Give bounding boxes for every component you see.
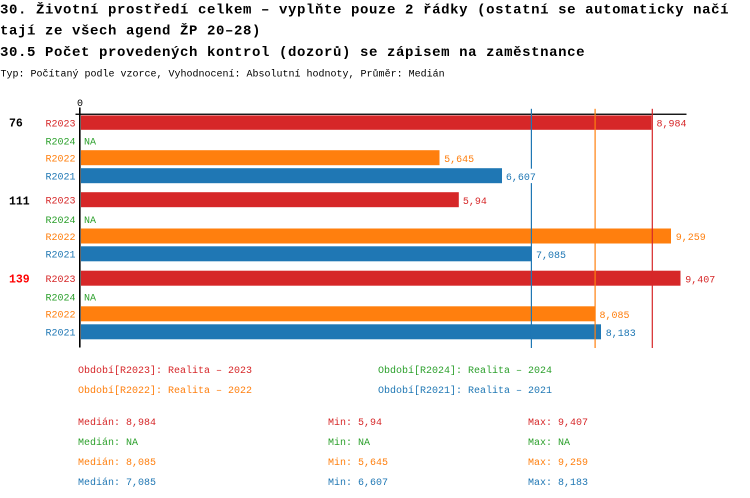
- svg-text:5,94: 5,94: [463, 197, 487, 208]
- svg-text:9,259: 9,259: [676, 233, 706, 244]
- svg-text:Max: 9,259: Max: 9,259: [528, 458, 588, 469]
- svg-text:R2022: R2022: [45, 311, 75, 322]
- svg-text:6,607: 6,607: [506, 173, 536, 184]
- svg-text:8,183: 8,183: [606, 329, 636, 340]
- svg-text:R2022: R2022: [45, 233, 75, 244]
- svg-text:139: 139: [9, 274, 30, 287]
- svg-text:Období[R2021]: Realita – 2021: Období[R2021]: Realita – 2021: [378, 385, 552, 397]
- svg-text:R2021: R2021: [45, 251, 75, 262]
- svg-text:8,984: 8,984: [657, 120, 687, 131]
- svg-text:R2024: R2024: [45, 216, 75, 227]
- svg-text:tají ze všech agend ŽP 20–28): tají ze všech agend ŽP 20–28): [0, 22, 261, 40]
- svg-text:NA: NA: [84, 216, 96, 227]
- svg-text:Max: 8,183: Max: 8,183: [528, 478, 588, 489]
- svg-text:R2024: R2024: [45, 293, 75, 304]
- svg-text:Medián: 8,085: Medián: 8,085: [78, 457, 156, 469]
- svg-text:Medián: 7,085: Medián: 7,085: [78, 477, 156, 489]
- svg-text:7,085: 7,085: [536, 251, 566, 262]
- svg-text:Min: 5,94: Min: 5,94: [328, 417, 382, 429]
- svg-text:NA: NA: [84, 137, 96, 148]
- svg-text:R2022: R2022: [45, 155, 75, 166]
- svg-text:Min: 5,645: Min: 5,645: [328, 457, 388, 469]
- svg-text:NA: NA: [84, 293, 96, 304]
- svg-text:Min: 6,607: Min: 6,607: [328, 477, 388, 489]
- svg-text:Medián: NA: Medián: NA: [78, 437, 138, 449]
- svg-text:0: 0: [77, 99, 83, 110]
- svg-text:R2023: R2023: [45, 197, 75, 208]
- svg-text:R2024: R2024: [45, 137, 75, 148]
- svg-text:5,645: 5,645: [444, 155, 474, 166]
- svg-text:Max: NA: Max: NA: [528, 438, 570, 449]
- svg-text:9,407: 9,407: [685, 275, 715, 286]
- svg-text:R2021: R2021: [45, 173, 75, 184]
- svg-text:111: 111: [9, 196, 30, 209]
- svg-text:Medián: 8,984: Medián: 8,984: [78, 417, 156, 429]
- svg-text:Typ: Počítaný podle vzorce, Vy: Typ: Počítaný podle vzorce, Vyhodnocení:…: [1, 68, 445, 81]
- svg-text:30.5 Počet provedených kontrol: 30.5 Počet provedených kontrol (dozorů) …: [0, 45, 585, 61]
- svg-text:R2023: R2023: [45, 120, 75, 131]
- svg-text:R2021: R2021: [45, 329, 75, 340]
- svg-text:Min: NA: Min: NA: [328, 437, 370, 449]
- svg-text:R2023: R2023: [45, 275, 75, 286]
- svg-text:30. Životní prostředí celkem –: 30. Životní prostředí celkem – vyplňte p…: [0, 1, 729, 19]
- svg-text:Období[R2022]: Realita – 2022: Období[R2022]: Realita – 2022: [78, 385, 252, 397]
- svg-text:8,085: 8,085: [600, 311, 630, 322]
- svg-text:Období[R2024]: Realita – 2024: Období[R2024]: Realita – 2024: [378, 365, 552, 377]
- svg-text:Období[R2023]: Realita – 2023: Období[R2023]: Realita – 2023: [78, 365, 252, 377]
- svg-text:Max: 9,407: Max: 9,407: [528, 418, 588, 429]
- svg-text:76: 76: [9, 118, 23, 131]
